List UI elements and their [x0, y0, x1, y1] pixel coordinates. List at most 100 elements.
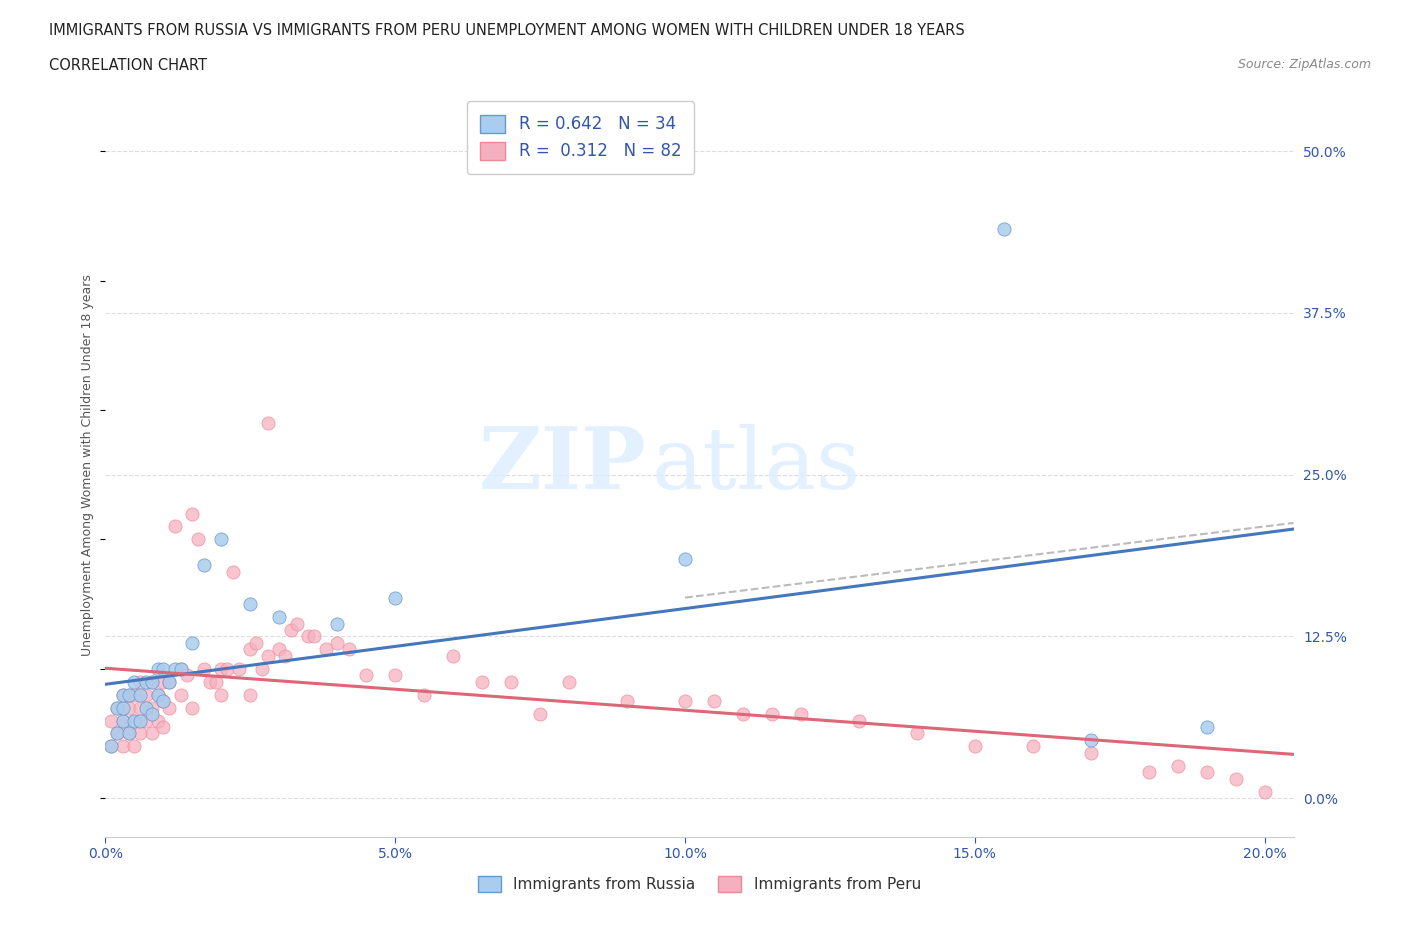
Point: [187, 532, 209, 547]
Point: [209, 661, 232, 676]
Point: [111, 700, 134, 715]
Point: [152, 694, 174, 709]
Point: [181, 506, 204, 521]
Point: [141, 707, 163, 722]
Point: [141, 700, 163, 715]
Point: [761, 707, 783, 722]
Point: [141, 726, 163, 741]
Point: [117, 726, 139, 741]
Point: [129, 713, 152, 728]
Point: [135, 700, 157, 715]
Point: [193, 661, 215, 676]
Point: [239, 687, 262, 702]
Point: [170, 661, 193, 676]
Point: [129, 674, 152, 689]
Point: [146, 687, 169, 702]
Point: [1225, 771, 1247, 786]
Point: [1195, 764, 1218, 779]
Point: [181, 635, 204, 650]
Point: [152, 720, 174, 735]
Point: [239, 642, 262, 657]
Point: [222, 565, 245, 579]
Point: [280, 622, 302, 637]
Point: [1167, 758, 1189, 773]
Point: [117, 687, 139, 702]
Point: [228, 661, 250, 676]
Point: [124, 687, 146, 702]
Point: [204, 674, 226, 689]
Text: Source: ZipAtlas.com: Source: ZipAtlas.com: [1237, 58, 1371, 71]
Point: [1080, 733, 1102, 748]
Point: [124, 713, 146, 728]
Point: [157, 674, 180, 689]
Point: [529, 707, 551, 722]
Point: [146, 687, 169, 702]
Point: [111, 713, 134, 728]
Point: [135, 713, 157, 728]
Point: [193, 558, 215, 573]
Point: [209, 687, 232, 702]
Point: [673, 551, 696, 566]
Point: [558, 674, 581, 689]
Point: [1253, 784, 1275, 799]
Point: [135, 674, 157, 689]
Point: [413, 687, 436, 702]
Y-axis label: Unemployment Among Women with Children Under 18 years: Unemployment Among Women with Children U…: [80, 274, 94, 656]
Point: [141, 674, 163, 689]
Point: [384, 668, 406, 683]
Point: [163, 519, 186, 534]
Point: [117, 687, 139, 702]
Point: [129, 687, 152, 702]
Point: [100, 739, 122, 754]
Point: [105, 700, 128, 715]
Point: [326, 635, 349, 650]
Point: [157, 674, 180, 689]
Point: [326, 616, 349, 631]
Point: [124, 739, 146, 754]
Point: [141, 674, 163, 689]
Point: [1137, 764, 1160, 779]
Point: [848, 713, 870, 728]
Point: [285, 616, 308, 631]
Point: [256, 648, 278, 663]
Point: [198, 674, 221, 689]
Point: [111, 713, 134, 728]
Point: [963, 739, 986, 754]
Point: [124, 674, 146, 689]
Point: [129, 726, 152, 741]
Point: [501, 674, 523, 689]
Point: [181, 700, 204, 715]
Point: [993, 221, 1015, 236]
Point: [157, 700, 180, 715]
Point: [209, 532, 232, 547]
Point: [269, 609, 291, 624]
Point: [471, 674, 494, 689]
Point: [384, 591, 406, 605]
Point: [111, 687, 134, 702]
Point: [1195, 720, 1218, 735]
Point: [315, 642, 337, 657]
Point: [100, 739, 122, 754]
Point: [703, 694, 725, 709]
Point: [245, 635, 267, 650]
Point: [337, 642, 360, 657]
Point: [274, 648, 297, 663]
Text: atlas: atlas: [652, 423, 860, 507]
Point: [302, 629, 325, 644]
Text: IMMIGRANTS FROM RUSSIA VS IMMIGRANTS FROM PERU UNEMPLOYMENT AMONG WOMEN WITH CHI: IMMIGRANTS FROM RUSSIA VS IMMIGRANTS FRO…: [49, 23, 965, 38]
Point: [100, 713, 122, 728]
Point: [1080, 746, 1102, 761]
Point: [354, 668, 377, 683]
Point: [117, 700, 139, 715]
Point: [129, 700, 152, 715]
Point: [152, 694, 174, 709]
Point: [111, 739, 134, 754]
Point: [673, 694, 696, 709]
Point: [105, 726, 128, 741]
Point: [297, 629, 319, 644]
Point: [269, 642, 291, 657]
Point: [731, 707, 754, 722]
Text: ZIP: ZIP: [478, 423, 645, 507]
Point: [217, 661, 239, 676]
Point: [105, 700, 128, 715]
